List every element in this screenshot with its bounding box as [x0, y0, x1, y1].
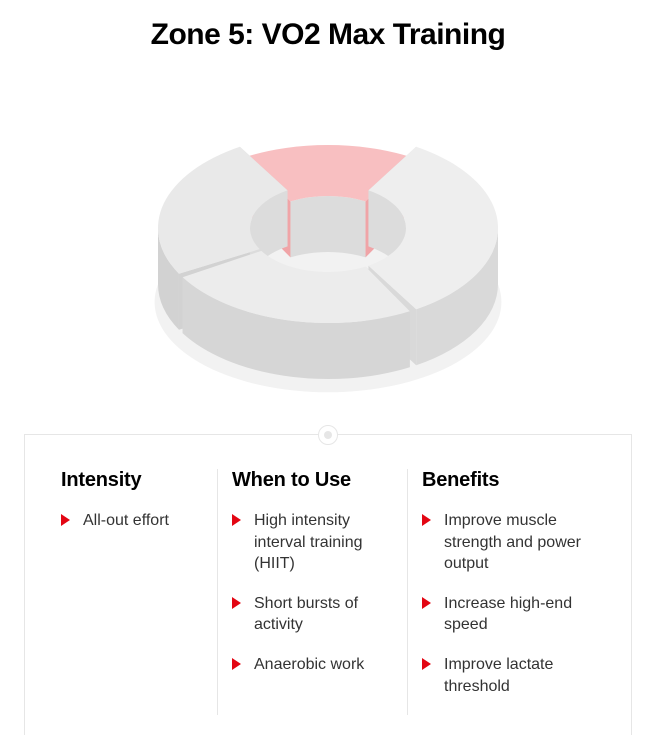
list-item: High intensity interval training (HIIT) [232, 510, 393, 575]
bullet-triangle-icon [422, 514, 431, 526]
column-list: All-out effort [61, 510, 203, 532]
list-item-text: Increase high-end speed [444, 595, 572, 634]
panel-column: Intensity All-out effort [47, 469, 217, 715]
bullet-triangle-icon [422, 597, 431, 609]
bullet-triangle-icon [232, 597, 241, 609]
bullet-triangle-icon [422, 658, 431, 670]
list-item-text: Anaerobic work [254, 656, 364, 673]
column-heading: Benefits [422, 469, 595, 492]
list-item-text: Improve muscle strength and power output [444, 512, 581, 572]
bullet-triangle-icon [61, 514, 70, 526]
list-item-text: Short bursts of activity [254, 595, 358, 634]
page-title: Zone 5: VO2 Max Training [0, 18, 656, 52]
bullet-triangle-icon [232, 514, 241, 526]
info-panel: Intensity All-out effort When to Use High i… [24, 435, 632, 735]
column-list: Improve muscle strength and power output… [422, 510, 595, 697]
list-item: Improve lactate threshold [422, 654, 595, 697]
list-item: Improve muscle strength and power output [422, 510, 595, 575]
list-item: Short bursts of activity [232, 593, 393, 636]
list-item-text: All-out effort [83, 512, 169, 529]
donut-chart [0, 60, 656, 420]
list-item-text: Improve lactate threshold [444, 656, 553, 695]
list-item: Anaerobic work [232, 654, 393, 676]
list-item: Increase high-end speed [422, 593, 595, 636]
panel-separator [24, 434, 632, 435]
bullet-triangle-icon [232, 658, 241, 670]
list-item: All-out effort [61, 510, 203, 532]
column-heading: When to Use [232, 469, 393, 492]
column-list: High intensity interval training (HIIT) S… [232, 510, 393, 676]
panel-column: Benefits Improve muscle strength and powe… [407, 469, 609, 715]
panel-column: When to Use High intensity interval train… [217, 469, 407, 715]
list-item-text: High intensity interval training (HIIT) [254, 512, 363, 572]
separator-knob [318, 425, 338, 445]
column-heading: Intensity [61, 469, 203, 492]
